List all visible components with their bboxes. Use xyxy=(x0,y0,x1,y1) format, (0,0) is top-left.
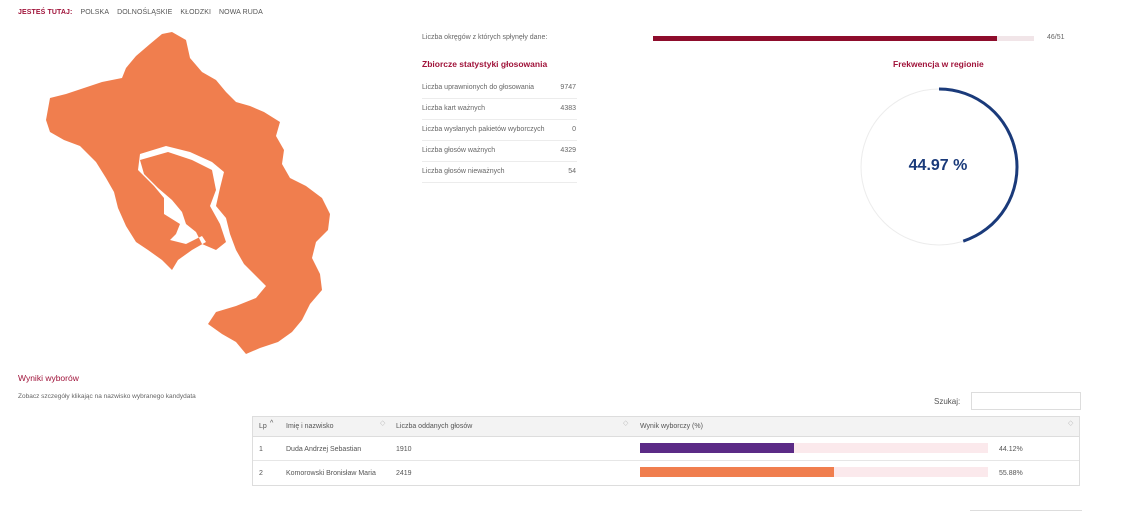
row-lp: 2 xyxy=(259,470,263,477)
result-bar-track xyxy=(640,443,988,453)
table-row[interactable]: 1 Duda Andrzej Sebastian 1910 44.12% xyxy=(253,437,1079,461)
stats-row: Liczba głosów ważnych 4329 xyxy=(422,141,577,162)
stats-row-value: 9747 xyxy=(560,84,576,91)
row-percent: 55.88% xyxy=(999,470,1023,477)
turnout-title: Frekwencja w regionie xyxy=(893,59,984,69)
stats-row: Liczba kart ważnych 4383 xyxy=(422,99,577,120)
breadcrumb: JESTEŚ TUTAJ: POLSKA DOLNOŚLĄSKIE KŁODZK… xyxy=(18,9,263,16)
row-votes: 1910 xyxy=(396,446,412,453)
districts-progress-track xyxy=(653,36,1034,41)
results-table-body: 1 Duda Andrzej Sebastian 1910 44.12% 2 Komoro… xyxy=(253,437,1079,485)
result-bar-track xyxy=(640,467,988,477)
turnout-gauge-arc xyxy=(938,87,1019,243)
column-header-votes[interactable]: Liczba oddanych głosów xyxy=(396,423,473,430)
stats-row-value: 0 xyxy=(572,126,576,133)
stats-row-value: 54 xyxy=(568,168,576,175)
table-row[interactable]: 2 Komorowski Bronisław Maria 2419 55.88% xyxy=(253,461,1079,485)
breadcrumb-item-dolnoslaskie[interactable]: DOLNOŚLĄSKIE xyxy=(117,9,173,16)
districts-progress: Liczba okręgów z których spłynęły dane: … xyxy=(422,33,1082,45)
search-input[interactable] xyxy=(971,392,1081,410)
turnout-value: 44.97 % xyxy=(908,157,968,174)
stats-row-label: Liczba wysłanych pakietów wyborczych xyxy=(422,126,545,133)
results-table: Lp ^ Imię i nazwisko ◇ Liczba oddanych g… xyxy=(252,416,1080,486)
results-hint: Zobacz szczegóły klikając na nazwisko wy… xyxy=(18,393,196,400)
result-bar-fill xyxy=(640,443,794,453)
districts-progress-fill xyxy=(653,36,997,41)
stats-row-value: 4383 xyxy=(560,105,576,112)
districts-progress-label: Liczba okręgów z których spłynęły dane: xyxy=(422,34,548,41)
sort-both-icon[interactable]: ◇ xyxy=(623,420,629,427)
stats-row-label: Liczba głosów nieważnych xyxy=(422,168,505,175)
breadcrumb-item-klodzki[interactable]: KŁODZKI xyxy=(180,9,212,16)
breadcrumb-item-polska[interactable]: POLSKA xyxy=(80,9,110,16)
column-header-name[interactable]: Imię i nazwisko xyxy=(286,423,334,430)
candidate-name-link[interactable]: Komorowski Bronisław Maria xyxy=(286,470,376,477)
region-map[interactable] xyxy=(40,28,340,363)
stats-row: Liczba uprawnionych do głosowania 9747 xyxy=(422,78,577,99)
results-title: Wyniki wyborów xyxy=(18,373,79,383)
stats-row-label: Liczba uprawnionych do głosowania xyxy=(422,84,535,91)
divider xyxy=(970,510,1082,511)
column-header-result[interactable]: Wynik wyborczy (%) xyxy=(640,423,703,430)
stats-row: Liczba wysłanych pakietów wyborczych 0 xyxy=(422,120,577,141)
stats-row-value: 4329 xyxy=(560,147,576,154)
districts-progress-count: 46/51 xyxy=(1047,34,1065,41)
turnout-gauge xyxy=(860,87,1019,246)
sort-both-icon[interactable]: ◇ xyxy=(380,420,386,427)
sort-asc-icon[interactable]: ^ xyxy=(270,420,274,427)
stats-row: Liczba głosów nieważnych 54 xyxy=(422,162,577,183)
column-header-lp[interactable]: Lp xyxy=(259,423,267,430)
row-lp: 1 xyxy=(259,446,263,453)
candidate-name-link[interactable]: Duda Andrzej Sebastian xyxy=(286,446,362,453)
row-votes: 2419 xyxy=(396,470,412,477)
stats-row-label: Liczba głosów ważnych xyxy=(422,147,496,154)
stats-table: Liczba uprawnionych do głosowania 9747 Lic… xyxy=(422,78,577,183)
sort-both-icon[interactable]: ◇ xyxy=(1068,420,1074,427)
stats-title: Zbiorcze statystyki głosowania xyxy=(422,59,548,69)
result-bar-fill xyxy=(640,467,835,477)
breadcrumb-item-nowa-ruda[interactable]: NOWA RUDA xyxy=(219,9,263,16)
search-label: Szukaj: xyxy=(934,397,961,406)
stats-row-label: Liczba kart ważnych xyxy=(422,105,486,112)
region-map-shape[interactable] xyxy=(46,32,330,354)
row-percent: 44.12% xyxy=(999,446,1023,453)
results-table-header: Lp ^ Imię i nazwisko ◇ Liczba oddanych g… xyxy=(253,417,1079,437)
breadcrumb-label: JESTEŚ TUTAJ: xyxy=(18,9,73,16)
